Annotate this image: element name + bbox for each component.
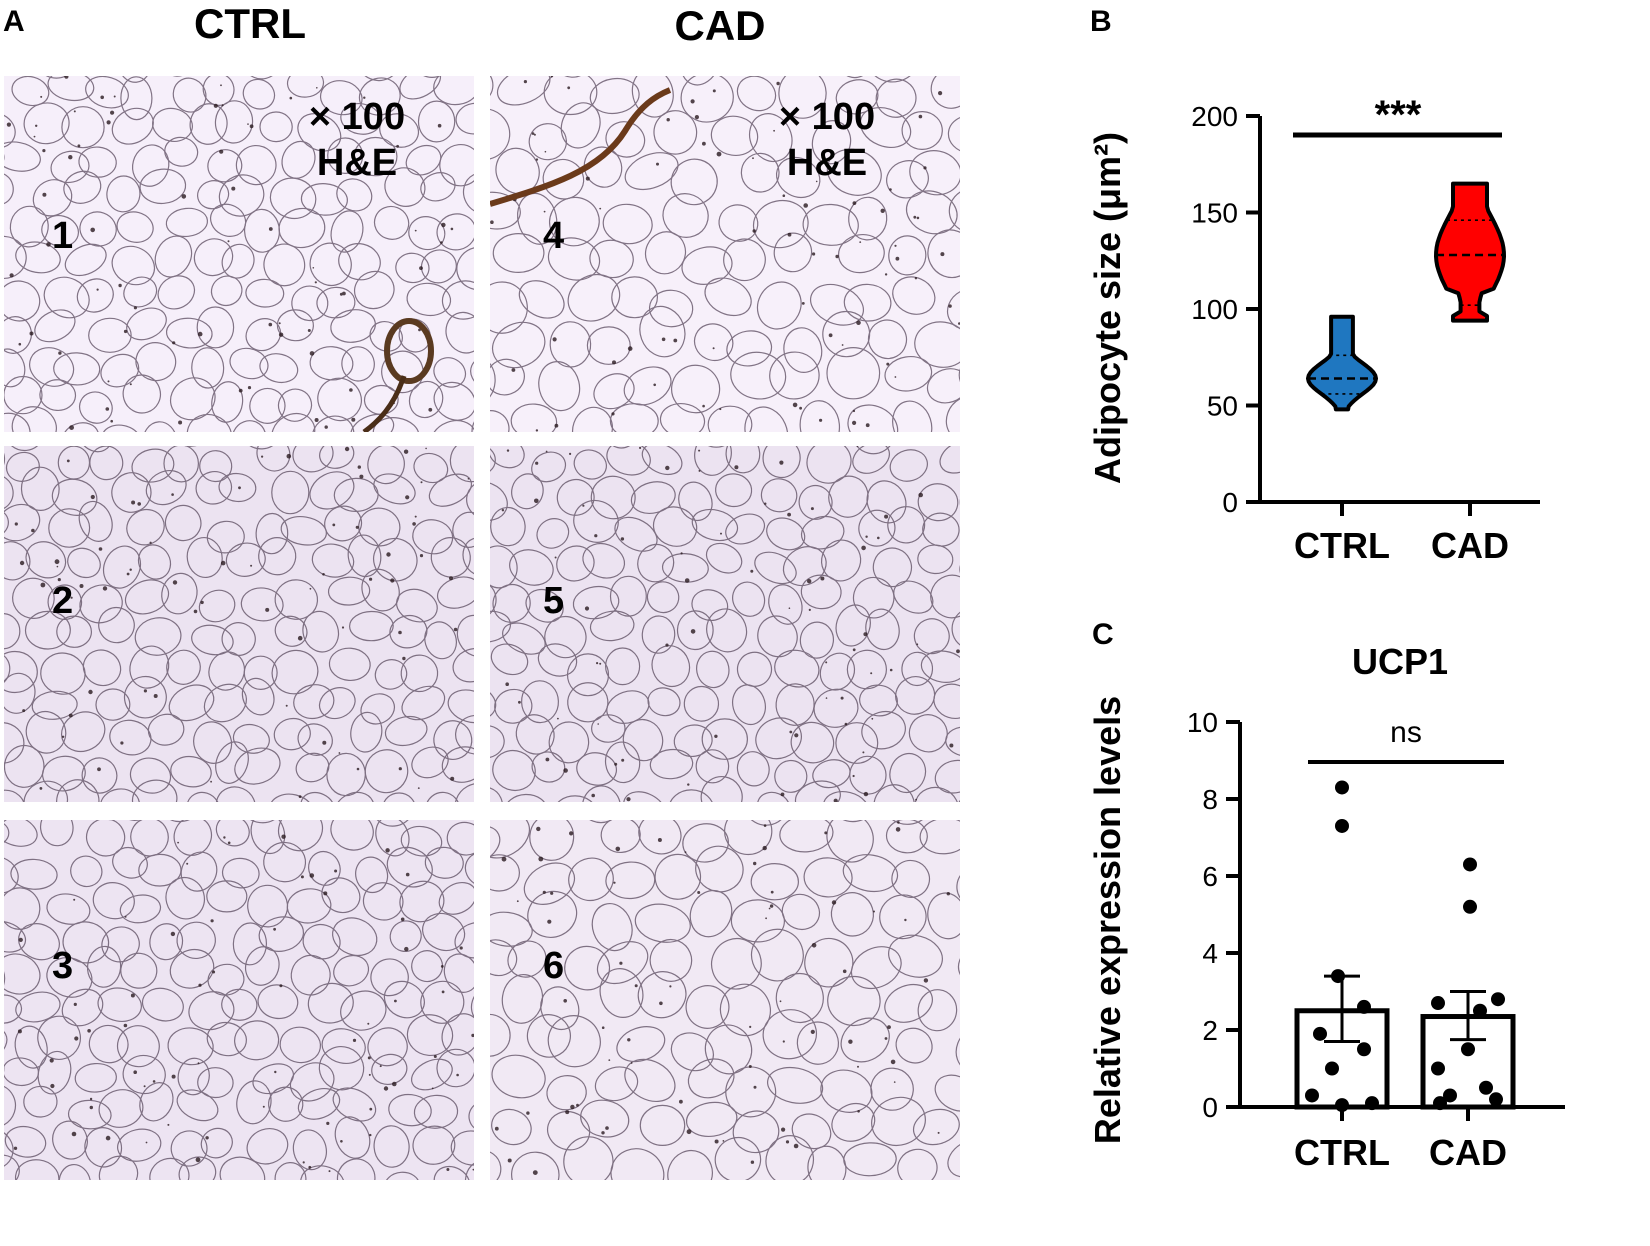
adipocyte-texture (4, 446, 474, 802)
violin-cad (1434, 181, 1506, 323)
magnification-label-4: × 100 H&E (762, 94, 892, 186)
data-point (1325, 1061, 1339, 1076)
y-tick-label: 200 (1191, 101, 1238, 132)
y-tick-label: 10 (1187, 707, 1218, 738)
panel-b-letter: B (1090, 5, 1112, 38)
data-point (1357, 999, 1371, 1014)
magnification-label-1: × 100 H&E (292, 94, 422, 186)
image-number-5: 5 (543, 580, 565, 622)
x-tick-label-cad: CAD (1429, 1132, 1507, 1173)
micrograph-3 (4, 820, 474, 1180)
y-tick-label: 0 (1202, 1092, 1218, 1123)
column-header-cad: CAD (674, 2, 766, 49)
data-point (1433, 1096, 1447, 1111)
data-point (1313, 1026, 1327, 1041)
data-point (1463, 857, 1477, 872)
adipocyte-texture (490, 820, 960, 1180)
y-tick-label: 8 (1202, 784, 1218, 815)
data-point (1431, 996, 1445, 1011)
bar-chart: UCP1 Relative expression levels 0246810 … (1087, 641, 1565, 1173)
data-point (1463, 899, 1477, 914)
micrograph-6 (490, 820, 960, 1180)
data-point (1357, 1042, 1371, 1057)
magnification-text: × 100 (308, 96, 406, 138)
y-axis-label: Relative expression levels (1087, 696, 1128, 1144)
panel-a-letter: A (3, 5, 25, 38)
y-tick-label: 50 (1207, 391, 1238, 422)
micrograph-2 (4, 446, 474, 802)
violin-chart: Adipocyte size (μm²) 0 50 100 150 200 *** CT… (1087, 93, 1540, 566)
significance-label: *** (1375, 93, 1422, 137)
data-point (1365, 1096, 1379, 1111)
column-header-ctrl: CTRL (194, 0, 306, 47)
x-tick-label-ctrl: CTRL (1294, 525, 1390, 566)
data-point (1335, 780, 1349, 795)
vessel-structure (384, 318, 434, 384)
stain-text: H&E (786, 142, 868, 184)
stain-text: H&E (316, 142, 398, 184)
data-point (1305, 1088, 1319, 1103)
y-tick-label: 0 (1222, 487, 1238, 518)
adipocyte-texture (4, 820, 474, 1180)
image-number-1: 1 (52, 215, 74, 257)
data-point (1331, 969, 1345, 984)
y-tick-label: 4 (1202, 938, 1218, 969)
data-point (1431, 1061, 1445, 1076)
data-point (1443, 1088, 1457, 1103)
y-tick-label: 6 (1202, 861, 1218, 892)
x-tick-label-cad: CAD (1431, 525, 1509, 566)
violin-ctrl (1306, 314, 1378, 412)
image-number-6: 6 (543, 945, 565, 987)
x-tick-label-ctrl: CTRL (1294, 1132, 1390, 1173)
micrograph-5 (490, 446, 960, 802)
chart-title: UCP1 (1352, 641, 1448, 682)
image-number-2: 2 (52, 580, 74, 622)
image-number-4: 4 (543, 215, 565, 257)
data-point (1461, 1042, 1475, 1057)
significance-label: ns (1390, 716, 1422, 749)
y-tick-label: 100 (1191, 294, 1238, 325)
adipocyte-texture (490, 446, 960, 802)
connective-tissue-strand (490, 87, 672, 207)
data-point (1335, 818, 1349, 833)
y-tick-label: 2 (1202, 1015, 1218, 1046)
adipocyte-texture (4, 76, 474, 432)
micrograph-1 (4, 76, 474, 432)
panel-c-letter: C (1092, 618, 1114, 651)
micrograph-4 (490, 76, 960, 432)
y-axis-label: Adipocyte size (μm²) (1087, 132, 1128, 484)
magnification-text: × 100 (778, 96, 876, 138)
data-point (1491, 992, 1505, 1007)
data-point (1473, 1003, 1487, 1018)
adipocyte-texture (490, 76, 960, 432)
image-number-3: 3 (52, 945, 74, 987)
data-point (1479, 1080, 1493, 1095)
data-point (1335, 1098, 1349, 1113)
y-tick-label: 150 (1191, 198, 1238, 229)
data-point (1489, 1092, 1503, 1107)
